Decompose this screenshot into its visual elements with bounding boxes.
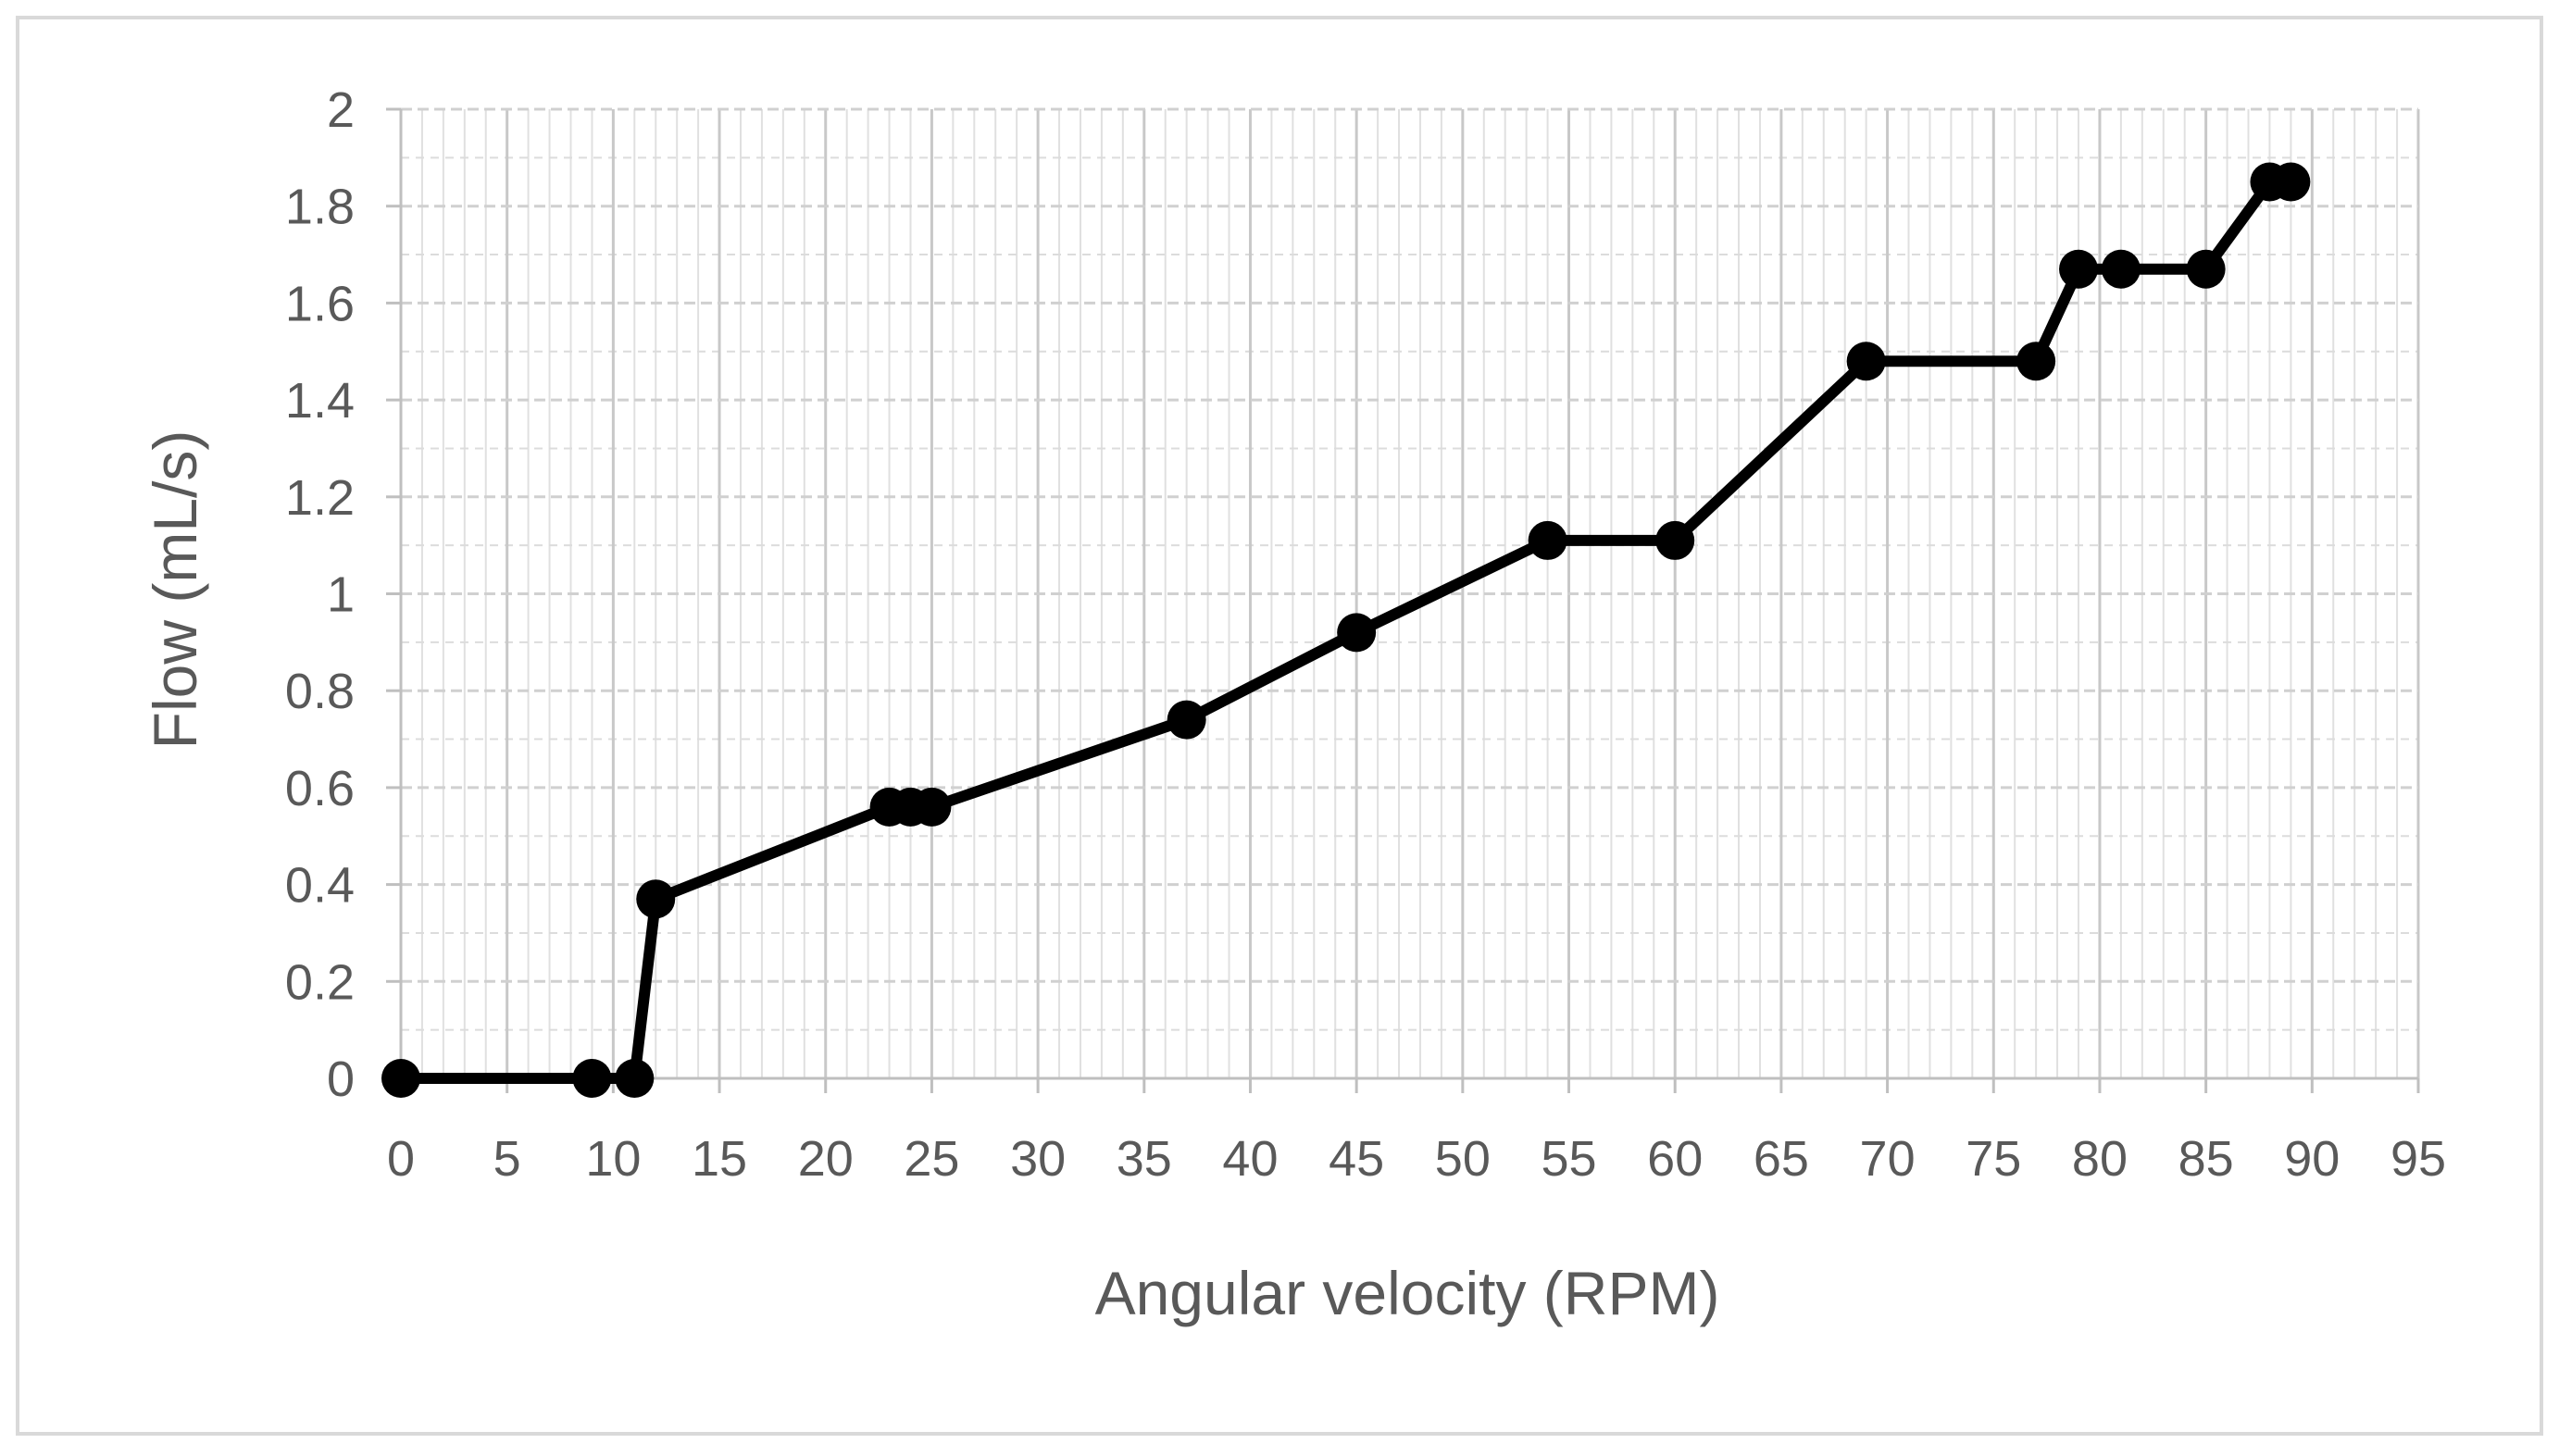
data-point[interactable]: [1167, 700, 1206, 740]
data-point[interactable]: [2101, 249, 2141, 289]
data-point[interactable]: [1846, 342, 1886, 381]
y-tick-label: 0.4: [285, 858, 355, 914]
data-point[interactable]: [2186, 249, 2226, 289]
series-flow: [381, 162, 2311, 1098]
x-tick-label: 75: [1966, 1131, 2021, 1187]
data-point[interactable]: [912, 787, 952, 827]
data-point[interactable]: [636, 879, 676, 919]
x-tick-label: 95: [2390, 1131, 2446, 1187]
x-tick-label: 25: [904, 1131, 959, 1187]
y-tick-label: 1.4: [285, 373, 355, 429]
data-point[interactable]: [1528, 520, 1567, 560]
x-tick-label: 70: [1860, 1131, 1916, 1187]
x-tick-label: 55: [1541, 1131, 1596, 1187]
tick-labels: 0 5 10 15 20 25 30 35 40 45 50 55 60 65 70 75 80 85 90 95 0 0…: [285, 82, 2446, 1187]
y-tick-label: 1.2: [285, 470, 355, 526]
y-tick-label: 0.8: [285, 664, 355, 719]
y-tick-label: 1.8: [285, 180, 355, 235]
y-tick-label: 0.6: [285, 761, 355, 816]
data-point[interactable]: [1655, 520, 1695, 560]
data-point[interactable]: [381, 1059, 420, 1098]
y-tick-label: 1.6: [285, 276, 355, 331]
data-point[interactable]: [615, 1059, 655, 1098]
x-tick-label: 0: [387, 1131, 415, 1187]
x-tick-label: 50: [1435, 1131, 1491, 1187]
x-tick-label: 85: [2178, 1131, 2234, 1187]
x-tick-label: 5: [493, 1131, 521, 1187]
x-tick-label: 45: [1329, 1131, 1384, 1187]
x-tick-label: 10: [585, 1131, 641, 1187]
x-tick-label: 35: [1117, 1131, 1172, 1187]
y-tick-label: 1: [327, 567, 355, 623]
y-tick-label: 0: [327, 1052, 355, 1107]
x-tick-label: 60: [1647, 1131, 1703, 1187]
x-tick-label: 65: [1754, 1131, 1809, 1187]
data-point[interactable]: [2271, 162, 2311, 202]
data-point[interactable]: [572, 1059, 612, 1098]
data-point[interactable]: [1337, 613, 1377, 653]
y-axis-title: Flow (mL/s): [141, 430, 209, 750]
y-tick-label: 0.2: [285, 954, 355, 1010]
axes: [386, 107, 2420, 1093]
data-point[interactable]: [2059, 249, 2099, 289]
x-tick-label: 80: [2072, 1131, 2128, 1187]
x-tick-label: 30: [1010, 1131, 1066, 1187]
x-tick-label: 90: [2284, 1131, 2340, 1187]
y-tick-label: 2: [327, 82, 355, 138]
x-axis-title: Angular velocity (RPM): [1095, 1259, 1720, 1327]
data-point[interactable]: [2016, 342, 2056, 381]
x-tick-label: 15: [692, 1131, 747, 1187]
x-tick-label: 40: [1222, 1131, 1278, 1187]
x-tick-label: 20: [798, 1131, 854, 1187]
